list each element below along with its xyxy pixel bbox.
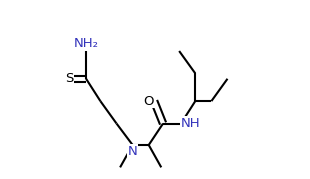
Text: S: S: [65, 72, 73, 85]
Text: NH: NH: [181, 117, 201, 130]
Text: O: O: [144, 95, 154, 108]
Text: N: N: [128, 145, 138, 158]
Text: NH₂: NH₂: [73, 37, 99, 50]
